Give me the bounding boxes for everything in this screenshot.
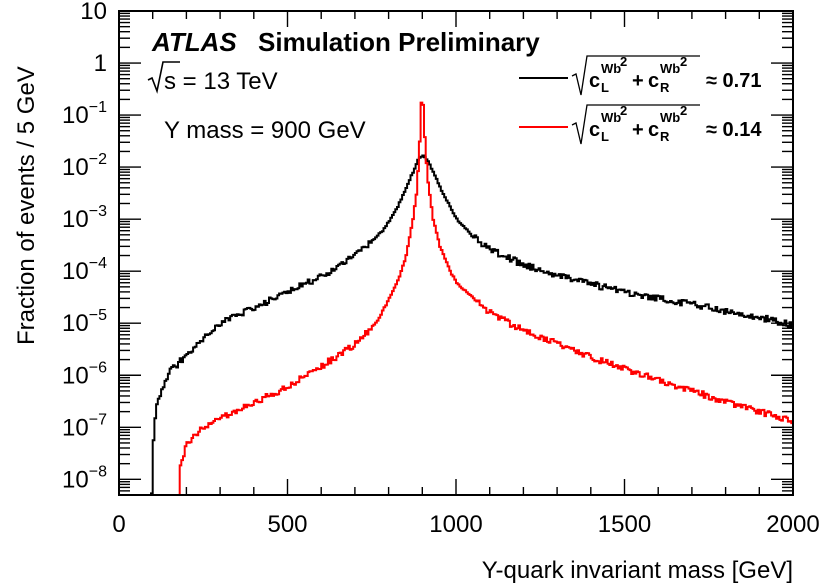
svg-text:L: L	[601, 129, 609, 144]
y-tick-label: 1	[94, 50, 107, 77]
tick-layer	[118, 10, 794, 496]
y-tick-label: 10−6	[62, 359, 107, 389]
legend-entry-coupling-014: c Wb L 2 + c Wb R 2 ≈ 0.14	[519, 103, 762, 145]
sqrt-icon	[147, 61, 180, 94]
svg-text:L: L	[601, 80, 609, 95]
svg-text:Wb: Wb	[660, 61, 680, 76]
svg-text:+: +	[632, 70, 644, 92]
svg-text:Wb: Wb	[601, 61, 621, 76]
x-axis-title: Y-quark invariant mass [GeV]	[482, 557, 793, 584]
svg-text:R: R	[660, 80, 670, 95]
y-tick-label: 10−8	[62, 463, 107, 493]
svg-text:≈ 0.71: ≈ 0.71	[706, 70, 761, 92]
y-tick-label: 10−3	[62, 203, 107, 233]
y-tick-label: 10−1	[62, 99, 107, 129]
mass-label: Y mass = 900 GeV	[164, 117, 366, 144]
x-tick-label: 1500	[598, 511, 651, 538]
svg-text:2: 2	[680, 103, 687, 118]
x-tick-label: 1000	[429, 511, 482, 538]
svg-text:+: +	[632, 119, 644, 141]
y-tick-label: 10	[80, 0, 107, 25]
series-line-1	[178, 101, 793, 496]
status-label: Simulation Preliminary	[258, 27, 540, 57]
atlas-label: ATLAS	[151, 27, 237, 57]
sqrt-icon	[571, 55, 700, 96]
svg-text:Wb: Wb	[660, 110, 680, 125]
sqrt-icon	[571, 104, 700, 145]
plot-series-layer	[150, 101, 793, 496]
y-tick-label: 10−7	[62, 411, 107, 441]
svg-text:R: R	[660, 129, 670, 144]
svg-text:Wb: Wb	[601, 110, 621, 125]
x-tick-label: 500	[267, 511, 307, 538]
svg-text:c: c	[589, 70, 600, 92]
y-tick-label: 10−5	[62, 307, 107, 337]
y-tick-label: 10−4	[62, 255, 107, 285]
svg-text:2: 2	[680, 54, 687, 69]
y-tick-label: 10−2	[62, 151, 107, 181]
series-line-0	[150, 154, 793, 495]
energy-label: s = 13 TeV	[147, 61, 278, 95]
y-axis-title: Fraction of events / 5 GeV	[13, 66, 40, 345]
svg-text:s = 13 TeV: s = 13 TeV	[164, 68, 278, 95]
legend: c Wb L 2 + c Wb R 2 ≈ 0.71 c Wb L 2 + c …	[519, 54, 762, 145]
svg-text:c: c	[648, 70, 659, 92]
svg-text:c: c	[648, 119, 659, 141]
legend-entry-coupling-071: c Wb L 2 + c Wb R 2 ≈ 0.71	[519, 54, 761, 96]
svg-text:2: 2	[620, 54, 627, 69]
x-tick-label: 0	[112, 511, 125, 538]
svg-text:2: 2	[620, 103, 627, 118]
svg-text:≈ 0.14: ≈ 0.14	[706, 119, 762, 141]
svg-text:c: c	[589, 119, 600, 141]
tick-label-layer: 0 500 1000 1500 2000 10−8 10−7 10−6 10−5 10−4 10−3…	[62, 0, 820, 538]
x-tick-label: 2000	[766, 511, 819, 538]
